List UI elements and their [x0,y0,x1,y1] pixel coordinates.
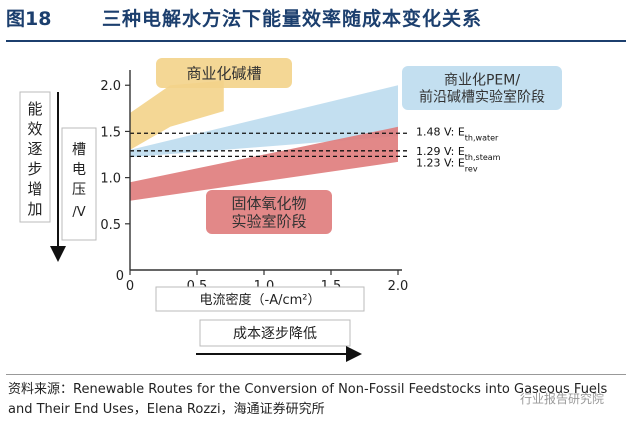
reference-label-0: 1.48 V: Eth,water [416,125,499,141]
axes [129,70,402,271]
figure-number: 图18 [6,8,52,30]
series-label-box-2 [206,190,332,234]
y-tick-label: 0.5 [100,218,121,233]
y-tick-label: 0 [116,269,124,284]
ylabel-box [61,127,97,241]
y-tick-label: 2.0 [100,79,121,94]
source-label: 资料来源： [8,382,74,397]
efficiency-label-char: 加 [27,200,42,218]
series-label-box-0 [156,58,292,88]
figure-title: 三种电解水方法下能量效率随成本变化关系 [102,8,483,30]
x-tick-label: 2.0 [388,279,409,294]
reference-label-1: 1.29 V: Eth,steam [416,145,501,162]
cost-label-box [199,319,351,347]
y-tick-label: 1.5 [100,125,121,140]
series-label-1: 商业化PEM/ [444,73,520,89]
series-label-2: 实验室阶段 [231,213,306,231]
series-label-0: 商业化碱槽 [186,65,261,83]
area-series-0 [130,80,224,150]
series-label-1: 前沿碱槽实验室阶段 [419,89,545,106]
y-axis-label-char: 压 [72,182,86,198]
title-divider [6,40,626,42]
y-axis-label-unit: /V [72,205,85,220]
area-series-2 [130,126,398,201]
series-label-box-1 [402,66,562,110]
watermark: 行业报告研究院 [520,392,605,406]
source-note: 资料来源：Renewable Routes for the Conversion… [8,380,608,420]
y-tick-label: 1.0 [100,172,121,187]
efficiency-label-char: 步 [27,160,42,178]
series-label-2: 固体氧化物 [231,195,306,213]
efficiency-label-char: 效 [27,120,42,138]
efficiency-label-box [19,91,51,223]
y-axis-label-char: 电 [72,162,86,178]
efficiency-label-char: 增 [27,180,42,198]
y-axis-label: 槽电压/V [72,142,86,220]
y-axis-label-char: 槽 [72,142,86,158]
xlabel-box [155,286,365,312]
area-series-1 [130,85,398,158]
x-axis-label: 电流密度（-A/cm²） [200,292,321,308]
reference-label-2: 1.23 V: Erev [416,156,478,173]
efficiency-label-char: 能 [27,100,42,118]
source-divider [6,374,626,375]
x-tick-label: 0 [126,279,134,294]
cost-label: 成本逐步降低 [233,326,317,342]
area-series [130,80,398,201]
efficiency-label-char: 逐 [27,140,42,158]
source-text: Renewable Routes for the Conversion of N… [8,382,608,417]
